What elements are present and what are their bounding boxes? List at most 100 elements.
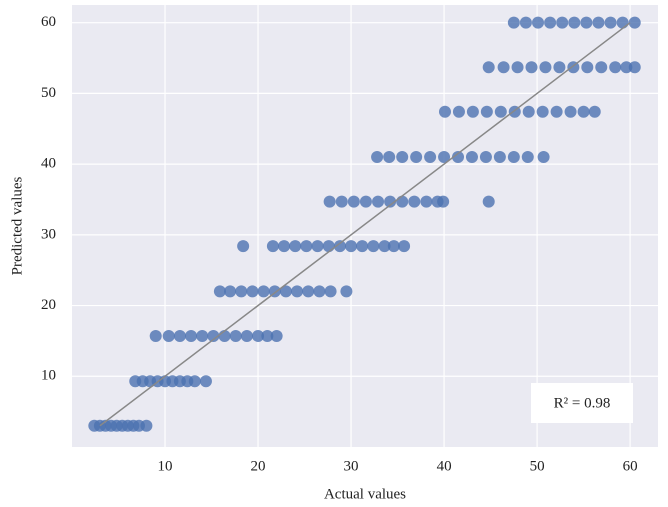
- y-tick-label: 60: [41, 14, 56, 30]
- point: [511, 61, 524, 74]
- point: [588, 105, 601, 118]
- point: [410, 151, 423, 164]
- point: [261, 329, 274, 342]
- point: [424, 151, 437, 164]
- point: [302, 285, 315, 298]
- point: [452, 105, 465, 118]
- point: [465, 151, 478, 164]
- point: [345, 240, 358, 253]
- point: [384, 195, 397, 208]
- point: [257, 285, 270, 298]
- point: [237, 240, 250, 253]
- y-tick-label: 50: [41, 85, 56, 101]
- point: [383, 151, 396, 164]
- point: [185, 329, 198, 342]
- point: [322, 240, 335, 253]
- point: [387, 240, 400, 253]
- point: [420, 195, 433, 208]
- point: [162, 329, 175, 342]
- point: [604, 16, 617, 29]
- point: [340, 285, 353, 298]
- point: [525, 61, 538, 74]
- point: [616, 16, 629, 29]
- point: [539, 61, 552, 74]
- point: [347, 195, 360, 208]
- point: [466, 105, 479, 118]
- point: [628, 16, 641, 29]
- point: [291, 285, 304, 298]
- point: [266, 240, 279, 253]
- point: [372, 195, 385, 208]
- point: [620, 61, 633, 74]
- point: [537, 151, 550, 164]
- point: [482, 195, 495, 208]
- x-tick-label: 30: [344, 458, 359, 474]
- point: [270, 329, 283, 342]
- point: [396, 195, 409, 208]
- point: [580, 16, 593, 29]
- point: [335, 195, 348, 208]
- point: [507, 151, 520, 164]
- point: [196, 329, 209, 342]
- point: [252, 329, 265, 342]
- point: [521, 151, 534, 164]
- point: [396, 151, 409, 164]
- point: [493, 151, 506, 164]
- point: [536, 105, 549, 118]
- point: [213, 285, 226, 298]
- point: [371, 151, 384, 164]
- point: [577, 105, 590, 118]
- point: [398, 240, 411, 253]
- x-tick-label: 20: [251, 458, 266, 474]
- point: [188, 375, 201, 388]
- point: [609, 61, 622, 74]
- point: [553, 61, 566, 74]
- y-tick-label: 10: [41, 368, 56, 384]
- point: [507, 16, 520, 29]
- x-axis-label: Actual values: [324, 486, 406, 502]
- point: [568, 16, 581, 29]
- annotation: R² = 0.98: [554, 395, 611, 411]
- point: [544, 16, 557, 29]
- point: [240, 329, 253, 342]
- point: [438, 151, 451, 164]
- y-axis-label: Predicted values: [9, 176, 25, 275]
- point: [628, 61, 641, 74]
- point: [408, 195, 421, 208]
- point: [519, 16, 532, 29]
- point: [356, 240, 369, 253]
- annotation-box: [531, 383, 633, 423]
- y-tick-label: 20: [41, 297, 56, 313]
- point: [592, 16, 605, 29]
- point: [235, 285, 248, 298]
- point: [550, 105, 563, 118]
- point: [246, 285, 259, 298]
- x-tick-label: 60: [623, 458, 638, 474]
- point: [581, 61, 594, 74]
- reference-line: [99, 22, 631, 427]
- x-tick-label: 50: [530, 458, 545, 474]
- point: [497, 61, 510, 74]
- point: [289, 240, 302, 253]
- point: [279, 285, 292, 298]
- point: [595, 61, 608, 74]
- point: [438, 105, 451, 118]
- point: [300, 240, 313, 253]
- point: [480, 105, 493, 118]
- y-tick-label: 40: [41, 156, 56, 172]
- point: [224, 285, 237, 298]
- point: [333, 240, 346, 253]
- point: [437, 195, 450, 208]
- point: [452, 151, 465, 164]
- point: [378, 240, 391, 253]
- point: [323, 195, 336, 208]
- point: [311, 240, 324, 253]
- y-tick-label: 30: [41, 226, 56, 242]
- point: [207, 329, 220, 342]
- point: [564, 105, 577, 118]
- point: [556, 16, 569, 29]
- x-tick-label: 10: [158, 458, 173, 474]
- point: [494, 105, 507, 118]
- point: [229, 329, 242, 342]
